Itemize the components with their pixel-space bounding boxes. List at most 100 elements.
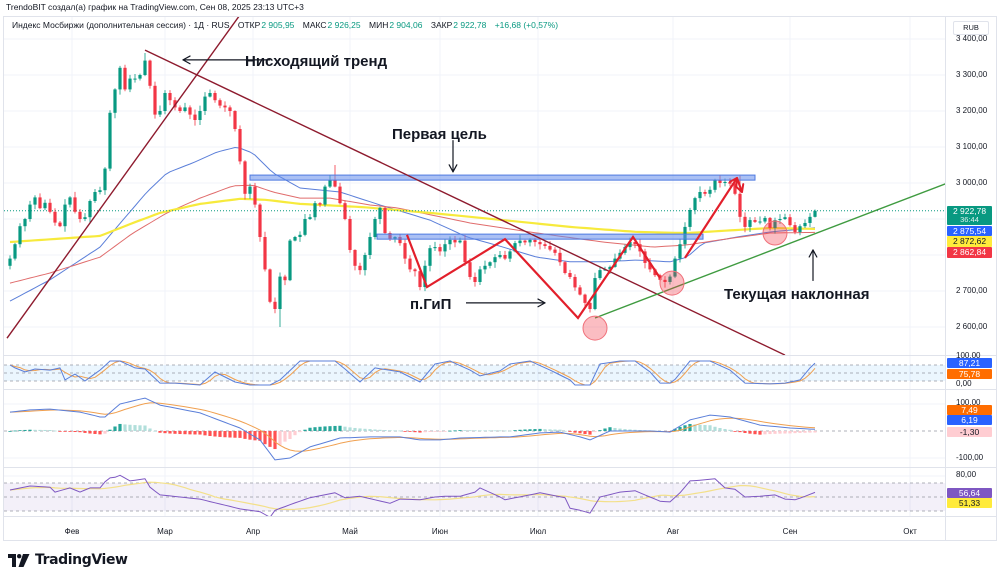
macd-histogram-bar xyxy=(713,426,717,431)
candle-body xyxy=(273,301,277,309)
chart-frame xyxy=(3,16,997,541)
macd-histogram-bar xyxy=(733,431,737,432)
macd-histogram-bar xyxy=(498,430,502,432)
macd-histogram-bar xyxy=(313,427,317,431)
macd-histogram-bar xyxy=(413,431,417,433)
candle-body xyxy=(348,219,352,250)
macd-histogram-bar xyxy=(18,430,22,432)
candle-body xyxy=(583,294,587,303)
candle-body xyxy=(18,226,22,245)
tradingview-logo[interactable]: TradingView xyxy=(8,551,128,569)
symbol-title[interactable]: Индекс Мосбиржи (дополнительная сессия) … xyxy=(12,20,230,30)
candle-body xyxy=(763,217,767,222)
candle-body xyxy=(28,204,32,219)
candle-body xyxy=(378,207,382,219)
macd-histogram-bar xyxy=(788,431,792,434)
candle-body xyxy=(753,220,757,222)
price-pane[interactable]: Нисходящий тренд Первая цель п.ГиП Текущая … xyxy=(4,15,955,355)
macd-histogram-bar xyxy=(728,429,732,431)
macd-histogram-bar xyxy=(798,431,802,433)
macd-histogram-bar xyxy=(188,431,192,435)
stoch-d-line xyxy=(9,360,816,386)
macd-histogram-bar xyxy=(773,431,777,434)
candle-body xyxy=(213,93,217,101)
macd-histogram-bar xyxy=(428,431,432,432)
candle-body xyxy=(283,276,287,281)
candle-body xyxy=(723,181,727,183)
candle-body xyxy=(163,93,167,111)
macd-histogram-bar xyxy=(98,431,102,435)
candle-body xyxy=(418,271,422,288)
macd-histogram-bar xyxy=(768,431,772,435)
candle-body xyxy=(758,221,762,223)
high-label: МАКС xyxy=(302,20,327,30)
candle-body xyxy=(413,269,417,272)
macd-histogram-bar xyxy=(123,424,127,431)
symbol-legend: Индекс Мосбиржи (дополнительная сессия) … xyxy=(12,20,559,30)
candle-body xyxy=(503,255,507,259)
candle-body xyxy=(513,243,517,252)
macd-histogram-bar xyxy=(408,431,412,432)
macd-histogram-bar xyxy=(363,428,367,431)
candle-body xyxy=(438,247,442,252)
macd-histogram-bar xyxy=(173,431,177,434)
macd-histogram-bar xyxy=(443,431,447,432)
macd-histogram-bar xyxy=(58,431,62,432)
macd-histogram-bar xyxy=(118,423,122,431)
candle-body xyxy=(318,203,322,205)
candle-body xyxy=(268,269,272,302)
stochastic-pane[interactable] xyxy=(4,360,945,386)
candle-body xyxy=(53,211,57,223)
ma-blue-badge: 2 875,54 xyxy=(947,226,992,236)
rsi-badge: 56,64 xyxy=(947,488,992,498)
macd-histogram-bar xyxy=(763,431,767,435)
candle-body xyxy=(63,204,67,227)
candle-body xyxy=(118,67,122,90)
candle-body xyxy=(543,244,547,246)
candle-body xyxy=(518,240,522,244)
candle-body xyxy=(288,240,292,281)
macd-pane[interactable] xyxy=(4,397,945,461)
macd-histogram-bar xyxy=(623,429,627,431)
candle-body xyxy=(323,186,327,205)
first-target-label: Первая цель xyxy=(392,126,487,143)
candle-body xyxy=(408,258,412,270)
price-tick-label: 2 600,00 xyxy=(956,322,988,331)
ma-yellow-value: 2 872,62 xyxy=(952,236,987,246)
currency-badge[interactable]: RUB xyxy=(953,21,989,35)
rsi-pane[interactable] xyxy=(4,474,945,517)
macd-histogram-bar xyxy=(198,431,202,435)
macd-histogram-bar xyxy=(358,428,362,431)
candle-body xyxy=(728,181,732,184)
macd-line-badge: 6,19 xyxy=(947,415,992,425)
candle-body xyxy=(628,242,632,248)
macd-histogram-bar xyxy=(208,431,212,436)
red-arrow-line xyxy=(735,177,744,193)
rsi-ma-value: 51,33 xyxy=(958,498,981,508)
candle-body xyxy=(328,180,332,187)
candle-body xyxy=(508,251,512,259)
macd-histogram-bar xyxy=(263,431,267,445)
last-price-badge: 2 922,78 36:44 xyxy=(947,206,992,225)
candle-body xyxy=(748,220,752,227)
candle-body xyxy=(553,249,557,253)
macd-histogram-bar xyxy=(353,427,357,431)
candle-body xyxy=(278,276,282,309)
macd-histogram-bar xyxy=(83,431,87,433)
macd-histogram-bar xyxy=(128,424,132,431)
candle-body xyxy=(798,226,802,232)
macd-histogram-bar xyxy=(293,431,297,436)
macd-tick-label: 100,00 xyxy=(956,398,981,407)
macd-histogram-bar xyxy=(423,431,427,433)
last-price-value: 2 922,78 xyxy=(952,206,987,216)
macd-histogram-bar xyxy=(588,431,592,435)
candle-body xyxy=(738,193,742,217)
macd-histogram-bar xyxy=(278,431,282,445)
macd-histogram-bar xyxy=(103,431,107,434)
macd-histogram-bar xyxy=(283,431,287,442)
candle-body xyxy=(78,211,82,219)
candle-body xyxy=(598,270,602,279)
macd-histogram-bar xyxy=(393,430,397,432)
macd-histogram-bar xyxy=(323,426,327,431)
